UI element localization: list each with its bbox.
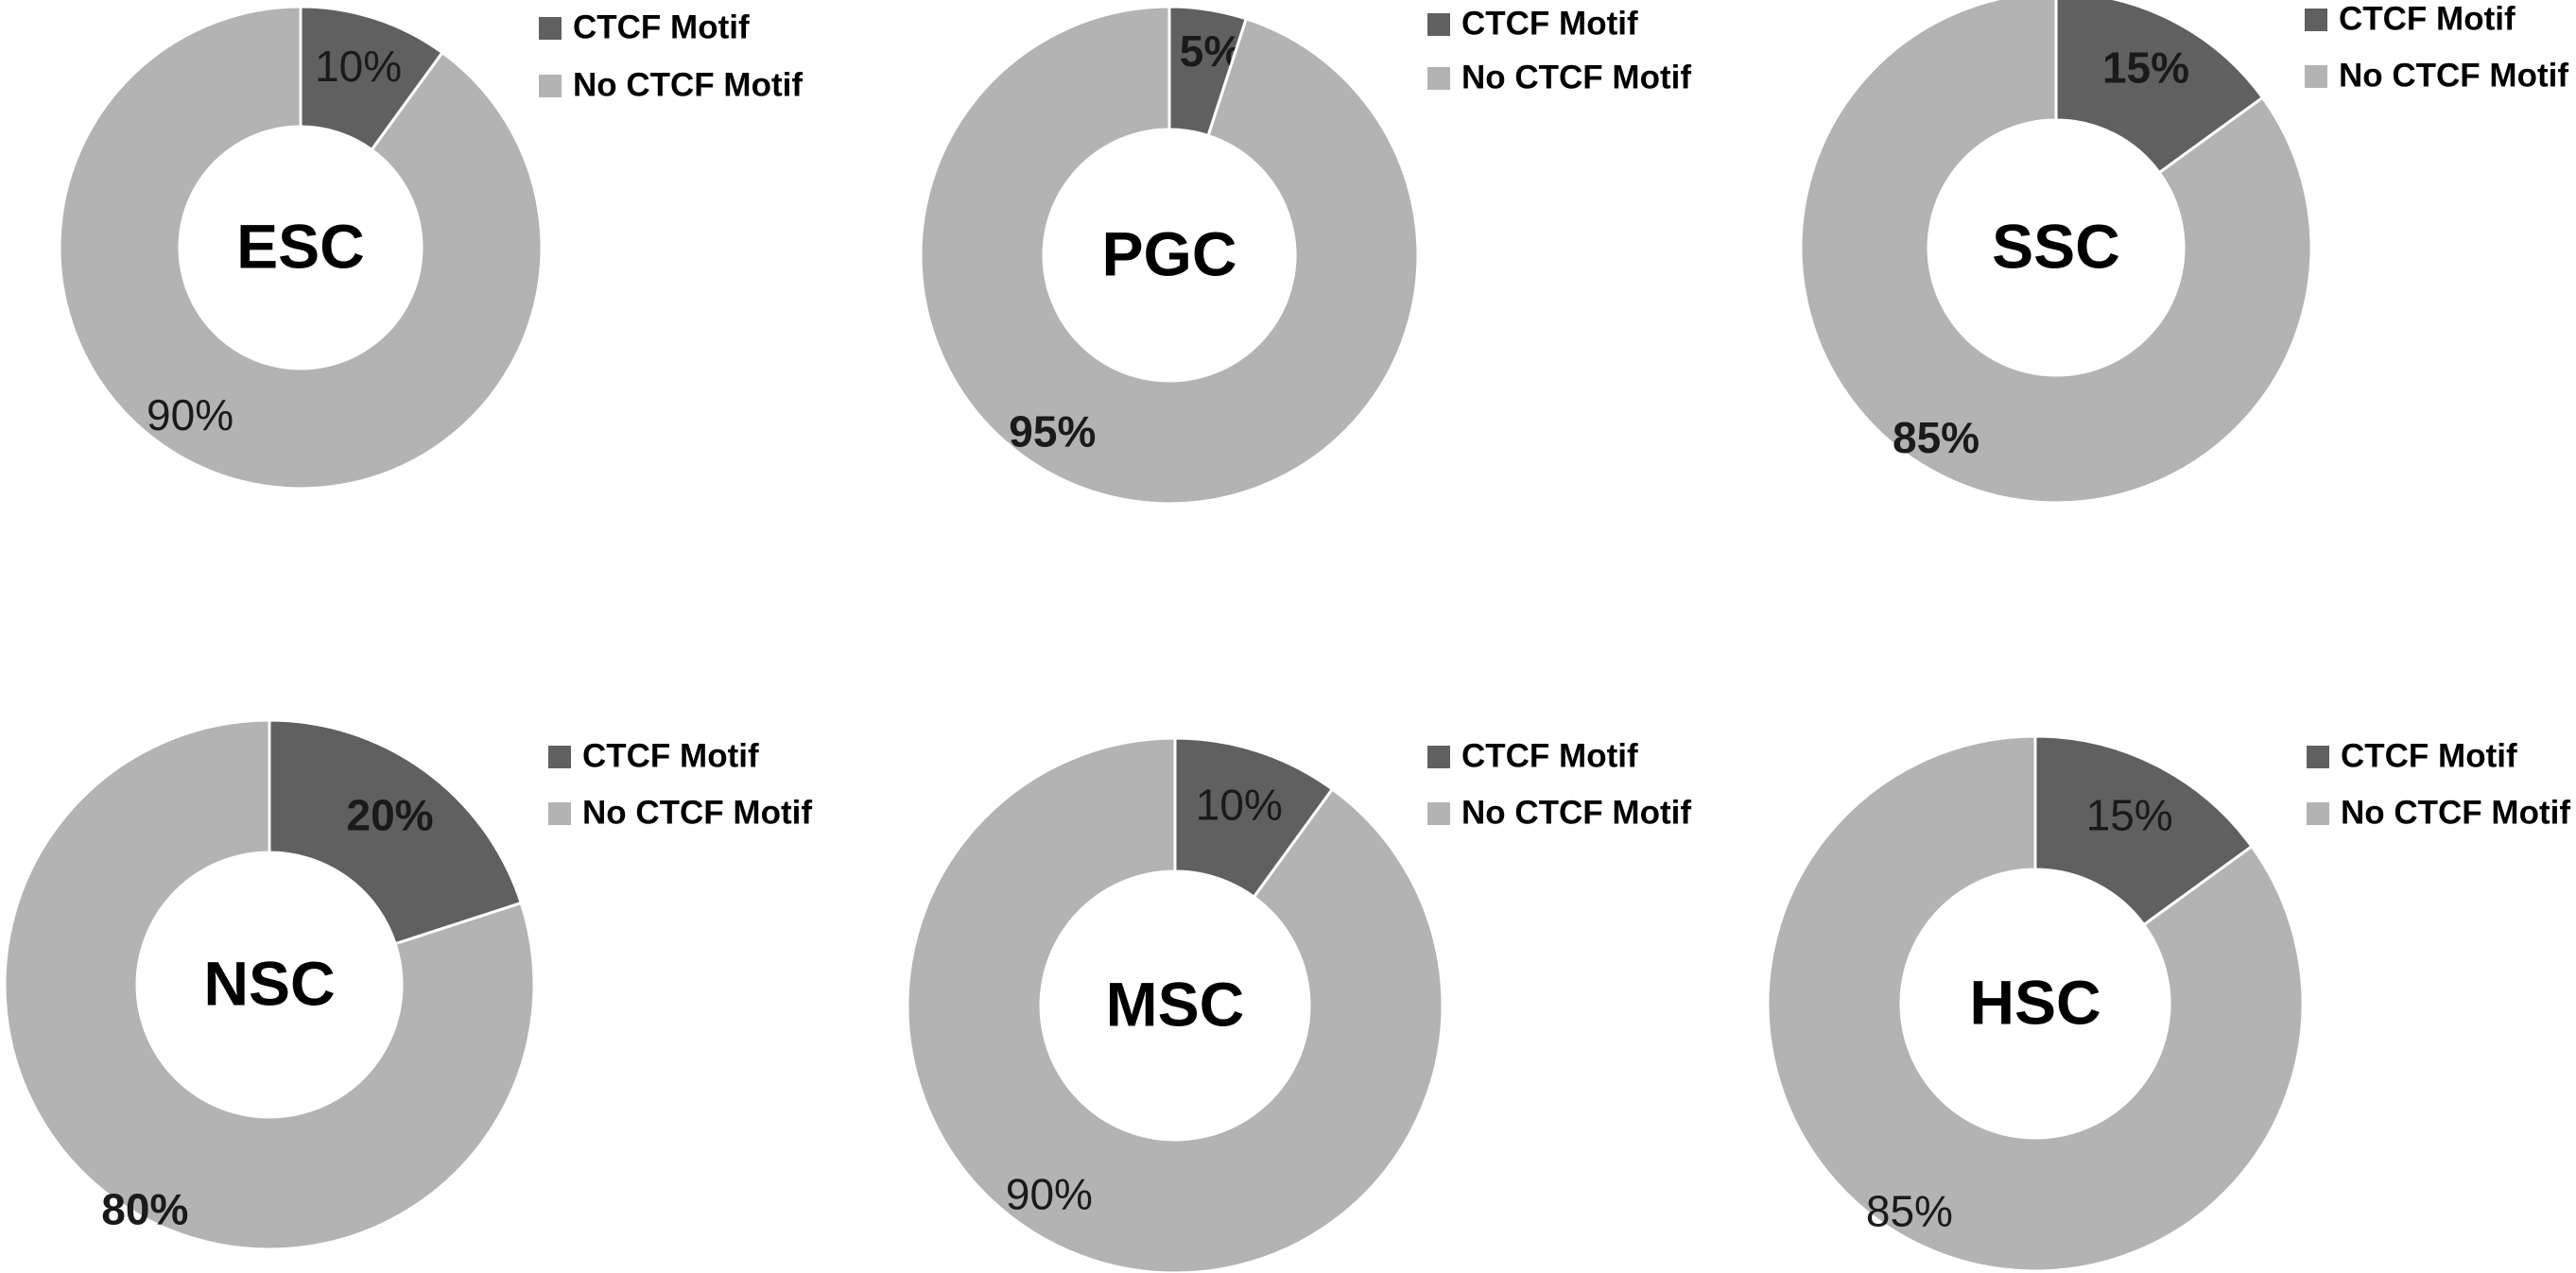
data-label-no-ctcf-motif: 80%	[101, 1184, 188, 1233]
legend: CTCF Motif No CTCF Motif	[539, 9, 803, 103]
donut-chart-esc: 10% 90% ESC CTCF Motif No CTCF Motif	[58, 5, 803, 490]
legend-entry-ctcf-motif: CTCF Motif	[1461, 737, 1638, 774]
data-label-ctcf-motif: 15%	[2102, 43, 2189, 93]
legend: CTCF Motif No CTCF Motif	[1427, 5, 1691, 95]
data-label-ctcf-motif: 10%	[1196, 780, 1283, 829]
data-label-ctcf-motif: 10%	[315, 42, 402, 91]
donut-chart-ssc: 15% 85% SSC CTCF Motif No CTCF Motif	[1799, 0, 2568, 505]
center-label: PGC	[1101, 218, 1236, 288]
data-label-ctcf-motif: 15%	[2086, 791, 2173, 840]
legend-swatch-ctcf-motif	[539, 17, 562, 40]
center-label: NSC	[203, 948, 335, 1018]
legend-entry-no-ctcf-motif: No CTCF Motif	[573, 66, 803, 103]
donut-chart-msc: 10% 90% MSC CTCF Motif No CTCF Motif	[906, 736, 1691, 1273]
legend-swatch-ctcf-motif	[2307, 746, 2329, 768]
legend-swatch-no-ctcf-motif	[1427, 67, 1450, 90]
legend-entry-no-ctcf-motif: No CTCF Motif	[2341, 794, 2570, 831]
center-label: SSC	[1992, 211, 2120, 281]
donut-slice-no-ctcf-motif	[919, 5, 1420, 506]
legend: CTCF Motif No CTCF Motif	[548, 737, 812, 831]
legend-entry-no-ctcf-motif: No CTCF Motif	[1461, 794, 1691, 831]
donut-slice-no-ctcf-motif	[1799, 0, 2313, 505]
legend-entry-no-ctcf-motif: No CTCF Motif	[1461, 59, 1691, 95]
donut-slice-no-ctcf-motif	[1766, 734, 2305, 1273]
data-label-no-ctcf-motif: 85%	[1893, 413, 1980, 462]
legend-swatch-ctcf-motif	[1427, 746, 1450, 768]
legend-swatch-ctcf-motif	[1427, 13, 1450, 36]
data-label-no-ctcf-motif: 95%	[1009, 406, 1096, 456]
data-label-no-ctcf-motif: 85%	[1866, 1186, 1953, 1235]
center-label: ESC	[236, 211, 365, 281]
legend: CTCF Motif No CTCF Motif	[1427, 737, 1691, 831]
legend-entry-ctcf-motif: CTCF Motif	[2339, 0, 2515, 37]
donut-slice-ctcf-motif	[2054, 0, 2265, 175]
donut-slice-no-ctcf-motif	[3, 718, 536, 1251]
donut-chart-hsc: 15% 85% HSC CTCF Motif No CTCF Motif	[1766, 734, 2570, 1273]
data-label-no-ctcf-motif: 90%	[147, 390, 233, 439]
legend: CTCF Motif No CTCF Motif	[2307, 737, 2570, 831]
legend-swatch-ctcf-motif	[548, 746, 571, 768]
data-label-ctcf-motif: 20%	[347, 791, 434, 840]
legend: CTCF Motif No CTCF Motif	[2305, 0, 2568, 94]
legend-entry-ctcf-motif: CTCF Motif	[573, 9, 750, 45]
donut-slice-no-ctcf-motif	[906, 736, 1444, 1273]
donut-slice-ctcf-motif	[2033, 734, 2255, 927]
legend-swatch-no-ctcf-motif	[2307, 802, 2329, 825]
donut-chart-nsc: 20% 80% NSC CTCF Motif No CTCF Motif	[3, 718, 812, 1251]
legend-entry-no-ctcf-motif: No CTCF Motif	[2339, 57, 2568, 94]
legend-entry-ctcf-motif: CTCF Motif	[582, 737, 759, 774]
legend-swatch-ctcf-motif	[2305, 9, 2327, 31]
legend-entry-ctcf-motif: CTCF Motif	[1461, 5, 1638, 42]
legend-entry-ctcf-motif: CTCF Motif	[2341, 737, 2517, 774]
center-label: HSC	[1969, 967, 2101, 1037]
center-label: MSC	[1106, 969, 1245, 1039]
donut-slice-no-ctcf-motif	[58, 5, 544, 490]
donut-slice-ctcf-motif	[268, 718, 524, 946]
legend-swatch-no-ctcf-motif	[2305, 65, 2327, 88]
legend-entry-no-ctcf-motif: No CTCF Motif	[582, 794, 812, 831]
data-label-no-ctcf-motif: 90%	[1006, 1169, 1093, 1218]
legend-swatch-no-ctcf-motif	[1427, 802, 1450, 825]
legend-swatch-no-ctcf-motif	[539, 75, 562, 97]
legend-swatch-no-ctcf-motif	[548, 802, 571, 825]
